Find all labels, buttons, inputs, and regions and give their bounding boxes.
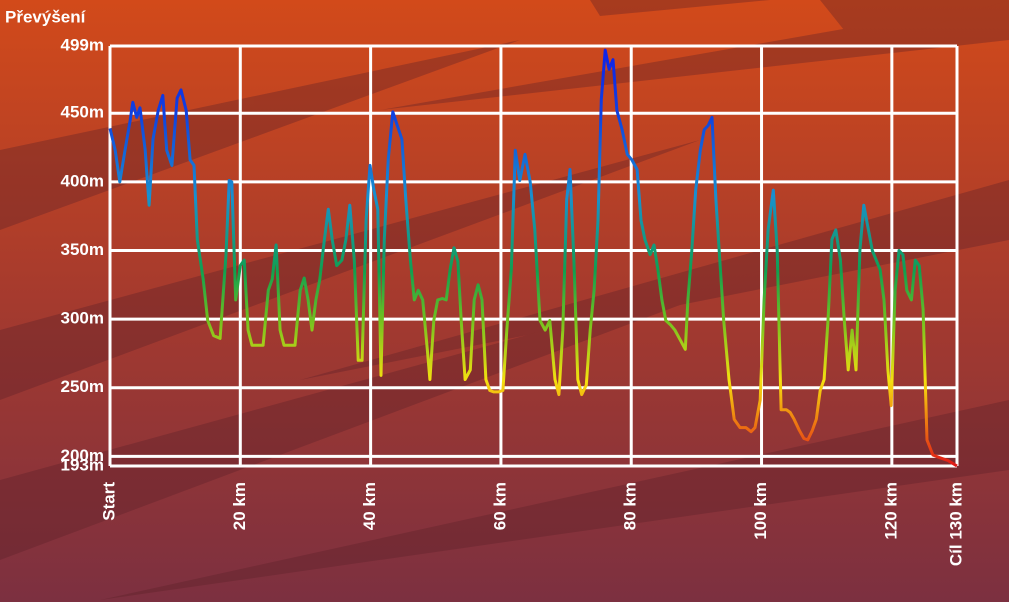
y-tick-label: 350m bbox=[61, 240, 104, 259]
x-tick-label: 60 km bbox=[490, 482, 509, 530]
y-tick-label: 250m bbox=[61, 377, 104, 396]
x-tick-label: 100 km bbox=[751, 482, 770, 540]
y-tick-label: 499m bbox=[61, 35, 104, 54]
y-axis-label: Převýšení bbox=[5, 7, 87, 26]
x-tick-label: Start bbox=[99, 482, 118, 521]
x-tick-label: 20 km bbox=[230, 482, 249, 530]
y-tick-label: 200m bbox=[61, 446, 104, 465]
y-tick-label: 450m bbox=[61, 103, 104, 122]
x-tick-label: 40 km bbox=[360, 482, 379, 530]
y-tick-label: 193m bbox=[61, 455, 104, 474]
x-tick-label: Cíl 130 km bbox=[946, 482, 965, 566]
elevation-line bbox=[108, 48, 958, 468]
y-tick-label: 300m bbox=[61, 309, 104, 328]
x-tick-label: 80 km bbox=[621, 482, 640, 530]
y-tick-label: 400m bbox=[61, 171, 104, 190]
x-tick-label: 120 km bbox=[881, 482, 900, 540]
